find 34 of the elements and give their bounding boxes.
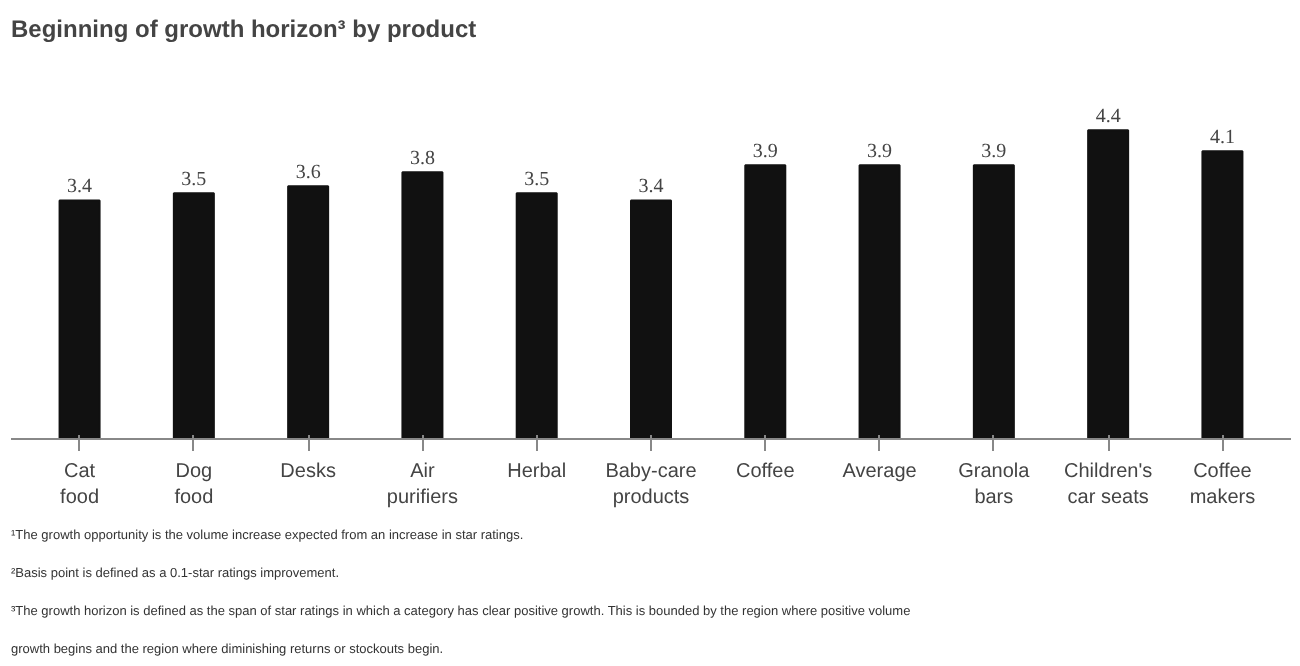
bar [172, 192, 215, 439]
x-tick-label: Herbal [507, 461, 567, 483]
x-tick-label: Children's car seats [1063, 461, 1153, 510]
bar [1201, 150, 1244, 439]
x-tick-label: Average [842, 461, 918, 483]
x-tick-label: Granola bars [958, 461, 1031, 510]
data-label: 3.4 [67, 176, 93, 199]
data-label: 3.9 [981, 141, 1007, 164]
bar [858, 164, 901, 439]
chart-title: Beginning of growth horizon³ by product [11, 15, 477, 43]
data-label: 3.9 [752, 141, 778, 164]
data-label: 4.1 [1209, 127, 1235, 150]
x-tick-label: Dog food [174, 461, 214, 510]
bar [972, 164, 1015, 439]
data-label: 4.4 [1095, 106, 1121, 129]
bar [287, 185, 330, 439]
data-label: 3.5 [524, 169, 550, 192]
bar [1087, 129, 1130, 439]
x-tick-label: Coffee [736, 461, 796, 483]
data-label: 3.4 [638, 176, 664, 199]
data-label: 3.9 [867, 141, 893, 164]
x-tick-label: Air purifiers [386, 461, 459, 510]
x-tick-label: Coffee makers [1189, 461, 1256, 510]
data-label: 3.8 [409, 148, 435, 171]
data-label: 3.6 [295, 162, 321, 185]
x-tick-label: Baby-care products [605, 461, 698, 510]
bar [401, 171, 444, 439]
x-tick-label: Cat food [60, 461, 100, 510]
bar [58, 199, 101, 439]
bar [630, 199, 672, 439]
bar [515, 192, 558, 439]
data-label: 3.5 [181, 169, 207, 192]
x-tick-label: Desks [280, 461, 336, 483]
bar [744, 164, 787, 439]
